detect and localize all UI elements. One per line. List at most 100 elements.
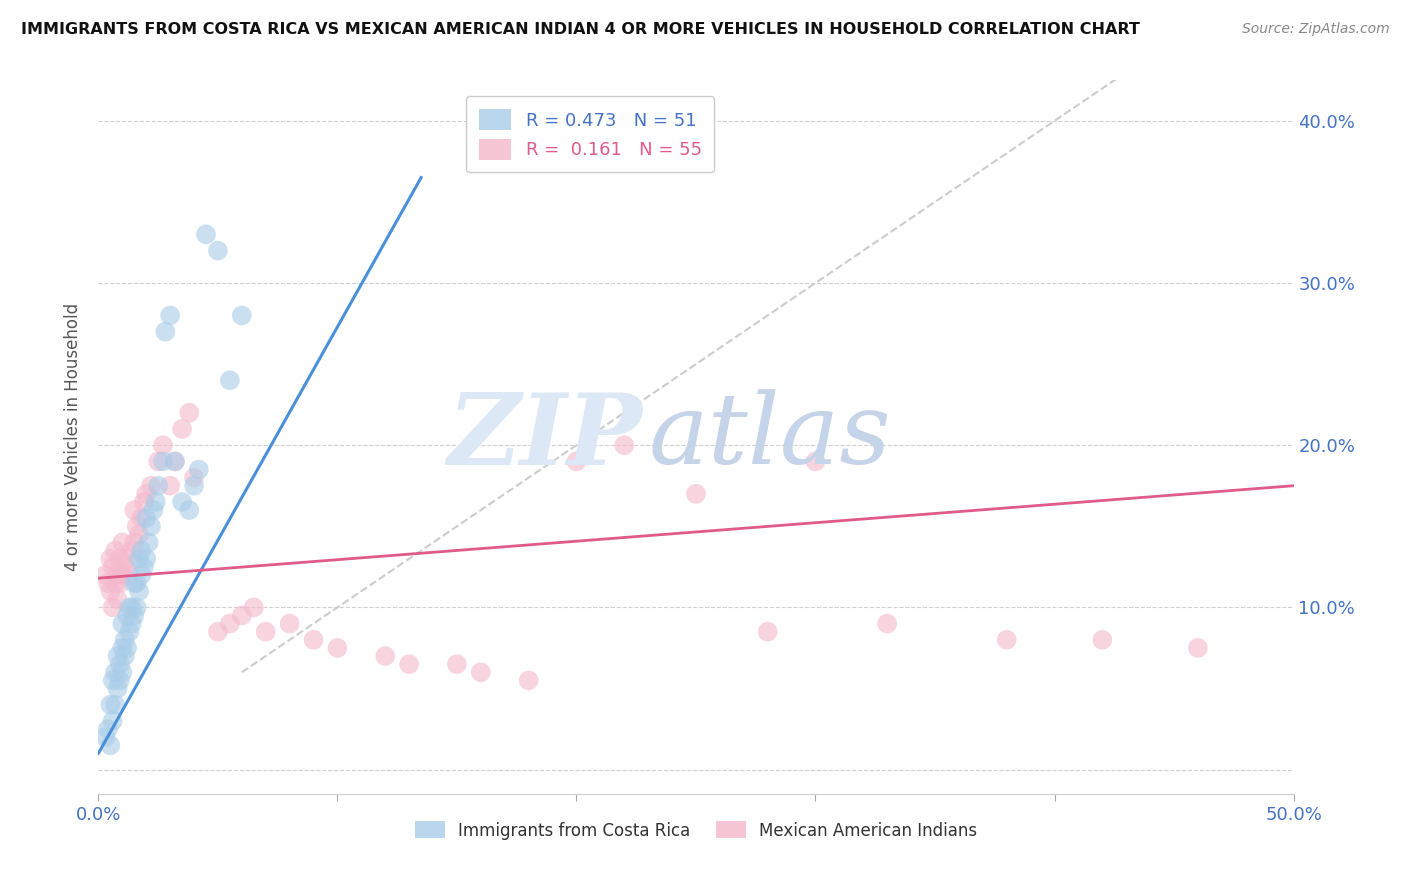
- Point: [101, 714, 124, 728]
- Point: [131, 568, 153, 582]
- Point: [207, 624, 229, 639]
- Point: [111, 616, 134, 631]
- Point: [219, 616, 242, 631]
- Point: [101, 673, 124, 688]
- Point: [128, 551, 150, 566]
- Point: [163, 454, 186, 468]
- Legend: Immigrants from Costa Rica, Mexican American Indians: Immigrants from Costa Rica, Mexican Amer…: [408, 814, 984, 847]
- Point: [114, 559, 136, 574]
- Point: [131, 543, 153, 558]
- Point: [107, 592, 129, 607]
- Point: [108, 576, 131, 591]
- Point: [470, 665, 492, 680]
- Text: atlas: atlas: [648, 390, 891, 484]
- Point: [179, 406, 201, 420]
- Point: [118, 600, 141, 615]
- Point: [398, 657, 420, 672]
- Point: [876, 616, 898, 631]
- Point: [152, 454, 174, 468]
- Point: [97, 722, 120, 736]
- Point: [98, 584, 122, 599]
- Point: [142, 503, 165, 517]
- Point: [114, 632, 136, 647]
- Point: [231, 608, 253, 623]
- Point: [121, 616, 143, 631]
- Point: [107, 648, 129, 663]
- Point: [565, 454, 588, 468]
- Point: [207, 244, 229, 258]
- Point: [124, 608, 146, 623]
- Point: [125, 576, 148, 591]
- Point: [159, 309, 181, 323]
- Point: [685, 487, 707, 501]
- Point: [124, 576, 146, 591]
- Point: [107, 568, 129, 582]
- Point: [101, 559, 124, 574]
- Point: [107, 681, 129, 696]
- Point: [163, 454, 186, 468]
- Point: [374, 648, 396, 663]
- Point: [124, 503, 146, 517]
- Point: [94, 730, 117, 744]
- Point: [278, 616, 301, 631]
- Point: [97, 576, 120, 591]
- Point: [138, 535, 160, 549]
- Point: [104, 665, 127, 680]
- Point: [517, 673, 540, 688]
- Point: [756, 624, 779, 639]
- Point: [121, 600, 143, 615]
- Point: [128, 584, 150, 599]
- Point: [135, 551, 157, 566]
- Point: [104, 698, 127, 712]
- Point: [115, 608, 138, 623]
- Point: [111, 535, 134, 549]
- Point: [121, 543, 143, 558]
- Point: [243, 600, 266, 615]
- Point: [132, 559, 155, 574]
- Point: [148, 479, 170, 493]
- Point: [1187, 640, 1209, 655]
- Point: [995, 632, 1018, 647]
- Point: [179, 503, 201, 517]
- Point: [1091, 632, 1114, 647]
- Point: [159, 479, 181, 493]
- Point: [108, 657, 131, 672]
- Point: [139, 479, 162, 493]
- Point: [139, 519, 162, 533]
- Point: [115, 640, 138, 655]
- Y-axis label: 4 or more Vehicles in Household: 4 or more Vehicles in Household: [65, 303, 83, 571]
- Point: [111, 640, 134, 655]
- Text: IMMIGRANTS FROM COSTA RICA VS MEXICAN AMERICAN INDIAN 4 OR MORE VEHICLES IN HOUS: IMMIGRANTS FROM COSTA RICA VS MEXICAN AM…: [21, 22, 1140, 37]
- Point: [195, 227, 218, 242]
- Point: [183, 479, 205, 493]
- Point: [231, 309, 253, 323]
- Point: [98, 698, 122, 712]
- Point: [172, 422, 194, 436]
- Point: [152, 438, 174, 452]
- Point: [326, 640, 349, 655]
- Point: [94, 568, 117, 582]
- Point: [104, 576, 127, 591]
- Point: [302, 632, 325, 647]
- Point: [446, 657, 468, 672]
- Point: [613, 438, 636, 452]
- Point: [124, 535, 146, 549]
- Point: [108, 551, 131, 566]
- Point: [115, 551, 138, 566]
- Point: [114, 648, 136, 663]
- Point: [108, 673, 131, 688]
- Point: [132, 495, 155, 509]
- Point: [135, 487, 157, 501]
- Text: Source: ZipAtlas.com: Source: ZipAtlas.com: [1241, 22, 1389, 37]
- Point: [187, 462, 209, 476]
- Point: [118, 568, 141, 582]
- Point: [98, 551, 122, 566]
- Point: [155, 325, 177, 339]
- Point: [118, 624, 141, 639]
- Point: [125, 600, 148, 615]
- Point: [104, 543, 127, 558]
- Point: [148, 454, 170, 468]
- Text: ZIP: ZIP: [447, 389, 643, 485]
- Point: [131, 511, 153, 525]
- Point: [101, 600, 124, 615]
